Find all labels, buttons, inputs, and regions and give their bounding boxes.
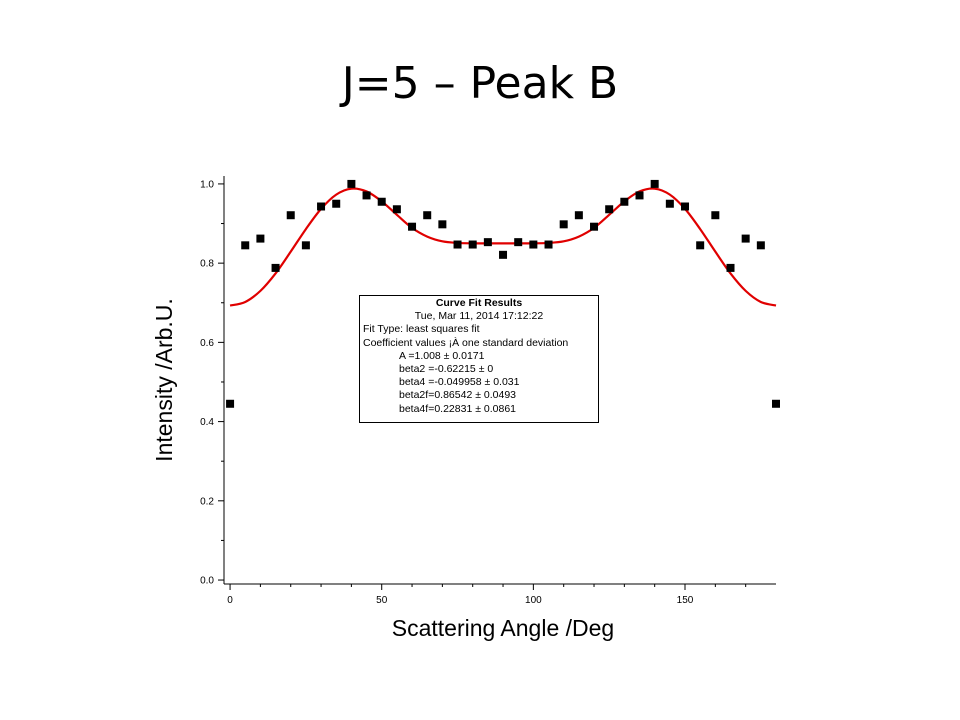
data-point bbox=[544, 240, 553, 249]
x-tick-label: 0 bbox=[227, 595, 233, 606]
data-point bbox=[772, 399, 780, 408]
x-tick-label: 50 bbox=[376, 595, 388, 606]
x-tick-label: 150 bbox=[677, 595, 694, 606]
slide-title: J=5 – Peak B bbox=[341, 58, 619, 109]
y-tick-label: 0.6 bbox=[200, 338, 214, 349]
coef-header: Coefficient values ¡À one standard devia… bbox=[363, 336, 569, 349]
coef-beta2f: beta2f=0.86542 ± 0.0493 bbox=[399, 389, 516, 402]
fit-curve bbox=[229, 187, 777, 307]
y-tick-label: 0.8 bbox=[200, 259, 214, 270]
data-points bbox=[226, 179, 780, 408]
data-point bbox=[756, 241, 765, 250]
data-point bbox=[635, 191, 644, 200]
curve-fit-results-box: Curve Fit Results Tue, Mar 11, 2014 17:1… bbox=[359, 295, 599, 423]
data-point bbox=[453, 240, 462, 249]
data-point bbox=[574, 211, 583, 220]
data-point bbox=[605, 205, 614, 214]
data-point bbox=[317, 202, 326, 211]
axes bbox=[223, 176, 776, 585]
axis-ticks: 0.0 0.2 0.4 0.6 0.8 1.0 0 50 100 150 bbox=[200, 179, 747, 606]
data-point bbox=[650, 179, 659, 188]
data-point bbox=[271, 263, 280, 272]
data-point bbox=[529, 240, 538, 249]
data-point bbox=[256, 234, 265, 243]
coef-beta4f: beta4f=0.22831 ± 0.0861 bbox=[399, 402, 516, 415]
data-point bbox=[665, 199, 674, 208]
fit-type: Fit Type: least squares fit bbox=[363, 323, 480, 336]
coef-a: A =1.008 ± 0.0171 bbox=[399, 349, 485, 362]
data-point bbox=[711, 211, 720, 220]
y-axis-label: Intensity /Arb.U. bbox=[151, 298, 177, 462]
coef-beta4: beta4 =-0.049958 ± 0.031 bbox=[399, 376, 520, 389]
data-point bbox=[468, 240, 477, 249]
data-point bbox=[377, 197, 386, 206]
x-axis-label: Scattering Angle /Deg bbox=[392, 615, 614, 641]
data-point bbox=[423, 211, 432, 220]
data-point bbox=[620, 197, 629, 206]
data-point bbox=[499, 250, 508, 259]
data-point bbox=[726, 263, 735, 272]
data-point bbox=[559, 220, 568, 229]
data-point bbox=[696, 241, 705, 250]
data-point bbox=[681, 202, 690, 211]
data-point bbox=[241, 241, 250, 250]
data-point bbox=[483, 238, 492, 247]
data-point bbox=[347, 179, 356, 188]
data-point bbox=[226, 399, 235, 408]
data-point bbox=[286, 211, 295, 220]
fit-timestamp: Tue, Mar 11, 2014 17:12:22 bbox=[414, 310, 544, 323]
y-tick-label: 1.0 bbox=[200, 179, 214, 190]
fit-heading: Curve Fit Results bbox=[435, 297, 523, 309]
data-point bbox=[741, 234, 750, 243]
y-tick-label: 0.4 bbox=[200, 417, 214, 428]
coef-beta2: beta2 =-0.62215 ± 0 bbox=[399, 363, 494, 376]
x-tick-label: 100 bbox=[525, 595, 542, 606]
data-point bbox=[362, 191, 371, 200]
data-point bbox=[301, 241, 310, 250]
y-tick-label: 0.0 bbox=[200, 576, 214, 587]
data-point bbox=[332, 199, 341, 208]
y-tick-label: 0.2 bbox=[200, 496, 214, 507]
data-point bbox=[514, 238, 523, 247]
data-point bbox=[392, 205, 401, 214]
data-point bbox=[438, 220, 447, 229]
data-point bbox=[590, 222, 599, 231]
data-point bbox=[408, 222, 417, 231]
